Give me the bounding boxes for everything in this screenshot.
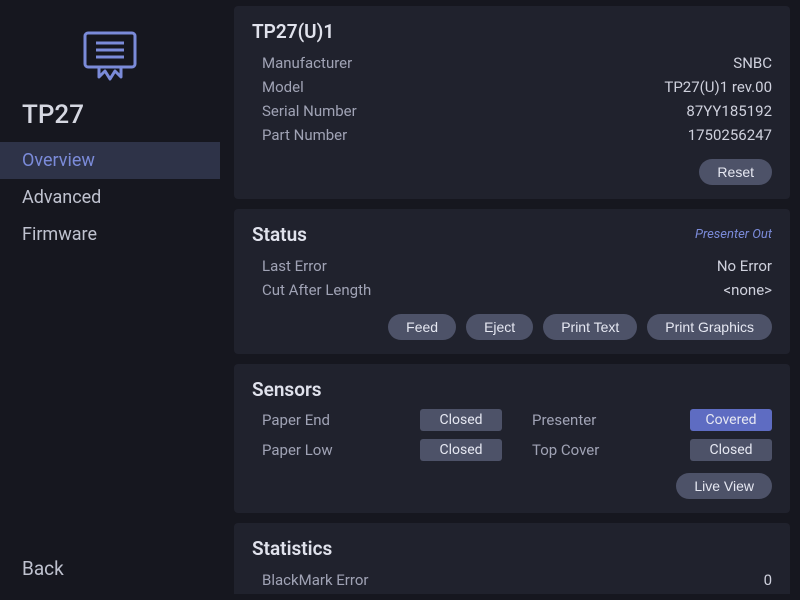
info-value: TP27(U)1 rev.00 [664,78,772,96]
sensor-badge: Closed [690,439,772,461]
sensor-label: Paper End [262,411,330,429]
reset-button[interactable]: Reset [699,159,772,185]
statistics-card-title: Statistics [252,537,772,560]
sensor-badge: Closed [420,409,502,431]
status-card-title: Status Presenter Out [252,223,772,246]
info-label: Serial Number [262,102,357,120]
info-row: Model TP27(U)1 rev.00 [252,75,772,99]
info-row: Part Number 1750256247 [252,123,772,147]
status-note: Presenter Out [695,227,772,242]
sensor-badge: Closed [420,439,502,461]
main-content: TP27(U)1 Manufacturer SNBC Model TP27(U)1 … [220,0,800,600]
sensor-cell: Paper End Closed [262,409,502,431]
statistics-title-text: Statistics [252,537,332,560]
sensor-cell: Presenter Covered [532,409,772,431]
sensor-cell: Paper Low Closed [262,439,502,461]
info-value: SNBC [733,54,772,72]
stat-row: BlackMark Error 0 [252,568,772,592]
back-button[interactable]: Back [0,541,220,600]
status-label: Last Error [262,257,327,275]
status-label: Cut After Length [262,281,371,299]
status-row: Last Error No Error [252,254,772,278]
nav-item-firmware[interactable]: Firmware [0,216,220,253]
info-value: 1750256247 [688,126,772,144]
print-graphics-button[interactable]: Print Graphics [647,314,772,340]
status-card: Status Presenter Out Last ErrorNo Error … [234,209,790,354]
scroll-area[interactable]: TP27(U)1 Manufacturer SNBC Model TP27(U)1 … [234,6,794,594]
info-row: Manufacturer SNBC [252,51,772,75]
stat-label: BlackMark Error [262,571,368,589]
sensor-badge: Covered [690,409,772,431]
sensor-cell: Top Cover Closed [532,439,772,461]
status-title-text: Status [252,223,307,246]
device-title: TP27 [0,100,220,130]
nav-item-overview[interactable]: Overview [0,142,220,179]
eject-button[interactable]: Eject [466,314,533,340]
nav-item-advanced[interactable]: Advanced [0,179,220,216]
info-value: 87YY185192 [686,102,772,120]
status-row: Cut After Length <none> [252,278,772,302]
stat-row: Cutter Changed0 [252,592,772,594]
sidebar: TP27 Overview Advanced Firmware Back [0,0,220,600]
stat-value: 0 [764,571,772,589]
info-card: TP27(U)1 Manufacturer SNBC Model TP27(U)1 … [234,6,790,199]
sensors-title-text: Sensors [252,378,322,401]
feed-button[interactable]: Feed [388,314,456,340]
info-card-title: TP27(U)1 [252,20,772,43]
live-view-button[interactable]: Live View [676,473,772,499]
sensor-label: Paper Low [262,441,333,459]
info-label: Model [262,78,304,96]
info-row: Serial Number 87YY185192 [252,99,772,123]
sensors-card: Sensors Paper End Closed Presenter Covered… [234,364,790,513]
print-text-button[interactable]: Print Text [543,314,637,340]
sensor-label: Top Cover [532,441,599,459]
status-value: <none> [723,281,772,299]
nav: Overview Advanced Firmware [0,142,220,253]
printer-icon [0,30,220,82]
status-value: No Error [717,257,772,275]
sensor-label: Presenter [532,411,596,429]
info-label: Manufacturer [262,54,352,72]
info-card-title-text: TP27(U)1 [252,20,334,43]
sensors-card-title: Sensors [252,378,772,401]
statistics-card: Statistics BlackMark Error 0 Cutter Chang… [234,523,790,594]
info-label: Part Number [262,126,347,144]
